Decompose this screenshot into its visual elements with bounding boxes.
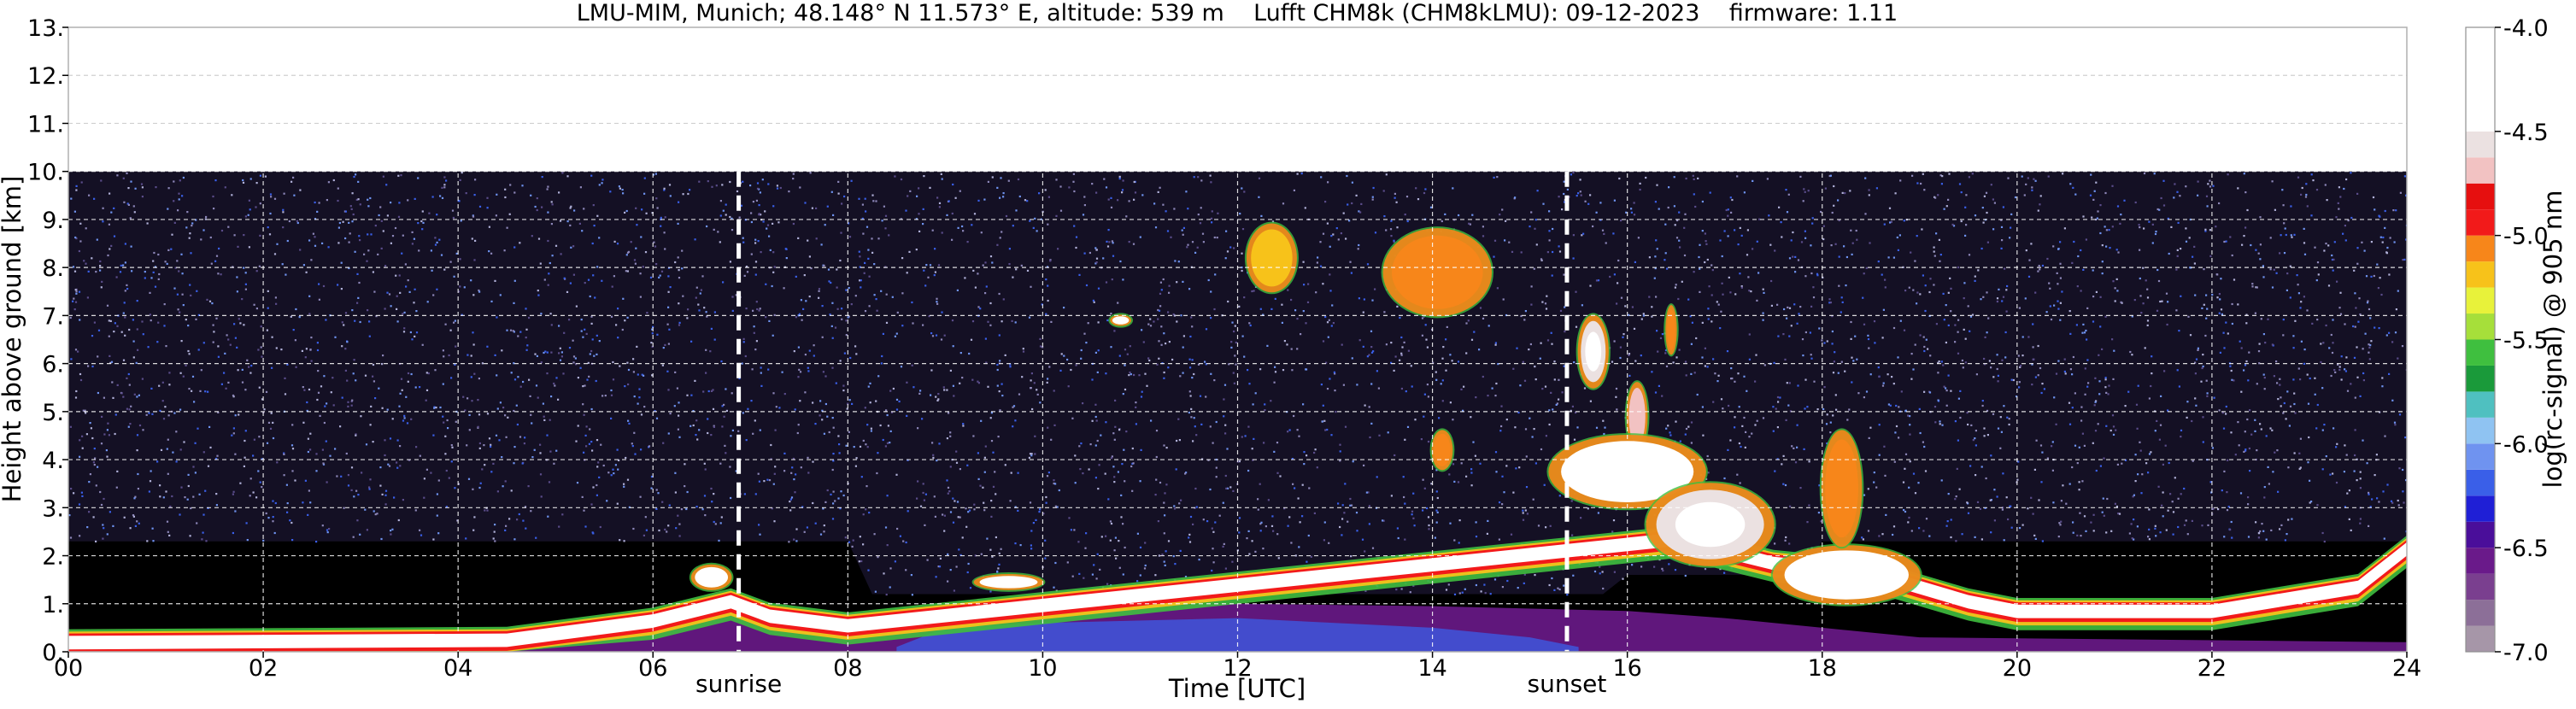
colorbar-bin: [2466, 313, 2495, 339]
colorbar-bin: [2466, 548, 2495, 573]
y-tick-label: 13.: [27, 15, 64, 42]
x-tick-label: 18: [1808, 655, 1837, 682]
colorbar-bin: [2466, 132, 2495, 157]
colorbar-bin: [2466, 261, 2495, 287]
x-tick-label: 14: [1417, 655, 1446, 682]
sunset-label: sunset: [1528, 670, 1607, 698]
colorbar-bin: [2466, 27, 2495, 132]
cloud-patch: [1771, 543, 1922, 606]
y-tick-label: 2.: [42, 544, 64, 571]
y-tick-label: 3.: [42, 495, 64, 522]
cloud-patch: [1576, 313, 1611, 390]
colorbar-bin: [2466, 522, 2495, 548]
cloud-patch: [1430, 428, 1455, 472]
y-tick-label: 0.: [42, 640, 64, 666]
y-tick-label: 9.: [42, 208, 64, 234]
cloud-patch: [1382, 226, 1493, 318]
x-tick-label: 16: [1612, 655, 1641, 682]
cloud-patch: [1664, 303, 1678, 356]
colorbar-bin: [2466, 574, 2495, 600]
y-tick-label: 6.: [42, 352, 64, 378]
x-axis-label: Time [UTC]: [1168, 674, 1306, 703]
y-axis-ticks: 0. 1. 2. 3. 4. 5. 6. 7. 8. 9. 10. 11. 12. 13.: [27, 15, 68, 666]
colorbar-bin: [2466, 470, 2495, 495]
cloud-patch: [972, 572, 1046, 592]
colorbar-bin: [2466, 157, 2495, 183]
colorbar-bin: [2466, 443, 2495, 469]
y-tick-label: 11.: [27, 111, 64, 138]
colorbar-bin: [2466, 184, 2495, 209]
y-tick-label: 5.: [42, 400, 64, 426]
colorbar-bin: [2466, 236, 2495, 261]
x-tick-label: 24: [2392, 655, 2421, 682]
colorbar-bin: [2466, 288, 2495, 313]
y-tick-label: 12.: [27, 63, 64, 90]
cloud-patch: [1820, 428, 1864, 548]
colorbar-bin: [2466, 600, 2495, 625]
y-tick-label: 1.: [42, 592, 64, 618]
colorbar-bin: [2466, 626, 2495, 652]
colorbar-bin: [2466, 340, 2495, 366]
x-tick-label: 20: [2003, 655, 2032, 682]
colorbar-bin: [2466, 391, 2495, 417]
x-tick-label: 08: [833, 655, 862, 682]
x-tick-label: 02: [249, 655, 278, 682]
colorbar: -4.0-4.5-5.0-5.5-6.0-6.5-7.0: [2466, 15, 2549, 666]
x-tick-label: 04: [443, 655, 472, 682]
y-tick-label: 10.: [27, 160, 64, 186]
colorbar-tick-label: -4.5: [2503, 120, 2549, 146]
cloud-patch: [1108, 313, 1133, 327]
colorbar-label: log(rc-signal) @ 905 nm: [2538, 190, 2567, 489]
x-tick-label: 06: [638, 655, 667, 682]
cloud-patch: [1644, 481, 1775, 568]
colorbar-tick-label: -7.0: [2503, 640, 2549, 666]
cloud-patch: [1245, 222, 1299, 295]
x-tick-label: 22: [2198, 655, 2227, 682]
colorbar-tick-label: -4.0: [2503, 15, 2549, 42]
y-tick-label: 7.: [42, 303, 64, 330]
colorbar-tick-label: -6.5: [2503, 536, 2549, 562]
sunrise-label: sunrise: [695, 670, 782, 698]
colorbar-bin: [2466, 495, 2495, 521]
y-tick-label: 4.: [42, 448, 64, 474]
colorbar-bin: [2466, 209, 2495, 235]
colorbar-bin: [2466, 366, 2495, 391]
chart-title: LMU-MIM, Munich; 48.148° N 11.573° E, al…: [577, 0, 1898, 26]
y-tick-label: 8.: [42, 255, 64, 282]
cloud-patch: [689, 563, 734, 592]
colorbar-bin: [2466, 418, 2495, 443]
x-tick-label: 10: [1028, 655, 1057, 682]
y-axis-label: Height above ground [km]: [0, 176, 26, 503]
